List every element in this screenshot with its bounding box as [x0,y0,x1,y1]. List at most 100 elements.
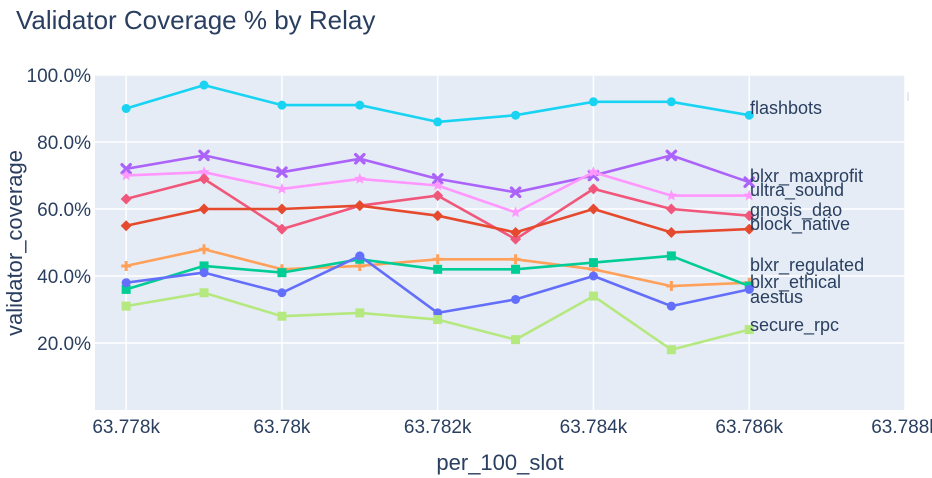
data-point-blxr-maxprofit [665,149,678,162]
y-tick-label: 20.0% [37,334,91,355]
data-point-secure-rpc [355,308,365,318]
data-point-blxr-maxprofit [509,186,522,199]
data-point-ultra-sound [276,182,288,194]
x-axis-ticks: 63.778k 63.78k 63.782k 63.784k 63.786k 63.788… [92,417,932,438]
data-point-ultra-sound [120,169,132,181]
series-secure-rpc: secure_rpc [121,288,839,355]
chart-title: Validator Coverage % by Relay [16,5,375,35]
data-point-ultra-sound [354,172,366,184]
x-tick-label: 63.784k [560,417,628,438]
data-point-blxr-maxprofit [354,152,366,165]
series-aestus: aestus [121,251,803,318]
data-point-block-native [120,220,132,232]
series-label-flashbots: flashbots [750,98,822,118]
data-point-secure-rpc [511,335,521,345]
data-point-secure-rpc [277,311,287,321]
data-point-blxr-ethical [121,284,131,294]
data-point-block-native [354,200,366,212]
y-tick-label: 60.0% [37,200,91,221]
y-tick-label: 40.0% [37,267,91,288]
data-point-ultra-sound [587,166,600,177]
data-point-aestus [277,288,287,298]
data-point-ultra-sound [743,189,755,201]
series-label-aestus: aestus [750,287,803,307]
data-point-blxr-regulated [199,244,210,255]
data-point-aestus [199,268,209,278]
data-point-blxr-ethical [666,251,676,261]
series-label-blxr-ethical: blxr_ethical [750,272,841,293]
data-point-ultra-sound [509,206,522,218]
data-point-blxr-ethical [433,264,443,274]
data-point-block-native [665,226,677,238]
data-point-blxr-regulated [666,281,677,292]
data-point-secure-rpc [121,301,131,311]
x-tick-label: 63.78k [253,417,311,438]
series-ultra-sound: ultra_sound [120,166,844,218]
x-axis-title: per_100_slot [436,450,563,475]
x-tick-label: 63.778k [92,417,160,438]
data-point-gnosis-dao [743,210,755,222]
data-point-gnosis-dao [198,173,210,185]
x-tick-label: 63.788k [871,417,932,438]
data-point-flashbots [744,110,754,120]
data-point-blxr-ethical [199,261,209,271]
data-point-aestus [511,294,521,304]
series-label-block-native: block_native [750,214,850,235]
series-layer: flashbots blxr_maxprofitultra_soundgnosis… [120,80,864,355]
data-point-flashbots [121,104,131,113]
data-point-blxr-ethical [511,264,521,274]
data-point-blxr-maxprofit [276,166,288,178]
data-point-secure-rpc [666,345,676,355]
series-label-secure-rpc: secure_rpc [750,315,839,336]
data-point-secure-rpc [744,325,754,335]
series-label-blxr-regulated: blxr_regulated [750,255,864,276]
data-point-aestus [588,271,598,281]
data-point-block-native [587,203,599,215]
y-axis-title: validator_coverage [2,150,27,336]
data-point-ultra-sound [665,189,678,201]
data-point-aestus [121,278,131,288]
data-point-gnosis-dao [510,233,522,245]
data-point-flashbots [666,97,676,107]
plot-area [95,75,905,410]
data-point-block-native [198,203,210,215]
data-point-gnosis-dao [432,190,444,202]
data-point-flashbots [511,110,521,120]
y-tick-label: 100.0% [27,66,92,87]
series-label-gnosis-dao: gnosis_dao [750,200,842,221]
data-point-blxr-maxprofit [431,173,444,185]
data-point-flashbots [433,117,443,127]
data-point-flashbots [588,97,598,107]
data-point-aestus [355,251,365,261]
data-point-block-native [510,226,522,238]
data-point-block-native [432,210,444,222]
y-axis-ticks: 20.0% 40.0% 60.0% 80.0% 100.0% [27,66,92,355]
data-point-gnosis-dao [665,203,677,215]
data-point-block-native [276,203,288,215]
data-point-flashbots [199,80,209,90]
data-point-secure-rpc [588,291,598,301]
x-tick-label: 63.782k [404,417,472,438]
series-flashbots: flashbots [121,80,822,127]
data-point-flashbots [355,100,365,110]
data-point-ultra-sound [198,166,210,177]
data-point-blxr-regulated [510,254,521,265]
data-point-blxr-maxprofit [120,163,132,175]
data-point-blxr-ethical [277,268,287,278]
data-point-blxr-ethical [588,258,598,268]
series-label-blxr-maxprofit: blxr_maxprofit [750,166,863,187]
data-point-gnosis-dao [120,193,132,205]
data-point-ultra-sound [431,179,444,191]
y-tick-label: 80.0% [37,133,91,154]
data-point-blxr-regulated [121,260,132,271]
data-point-blxr-maxprofit [743,176,756,188]
series-gnosis-dao: gnosis_dao [120,173,842,245]
series-label-ultra-sound: ultra_sound [750,180,844,201]
data-point-blxr-regulated [432,254,443,265]
data-point-gnosis-dao [587,183,599,195]
x-tick-label: 63.786k [715,417,783,438]
data-point-secure-rpc [199,288,209,298]
data-point-gnosis-dao [276,223,288,235]
data-point-secure-rpc [433,315,443,325]
